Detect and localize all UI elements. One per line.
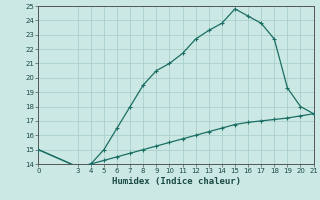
X-axis label: Humidex (Indice chaleur): Humidex (Indice chaleur): [111, 177, 241, 186]
